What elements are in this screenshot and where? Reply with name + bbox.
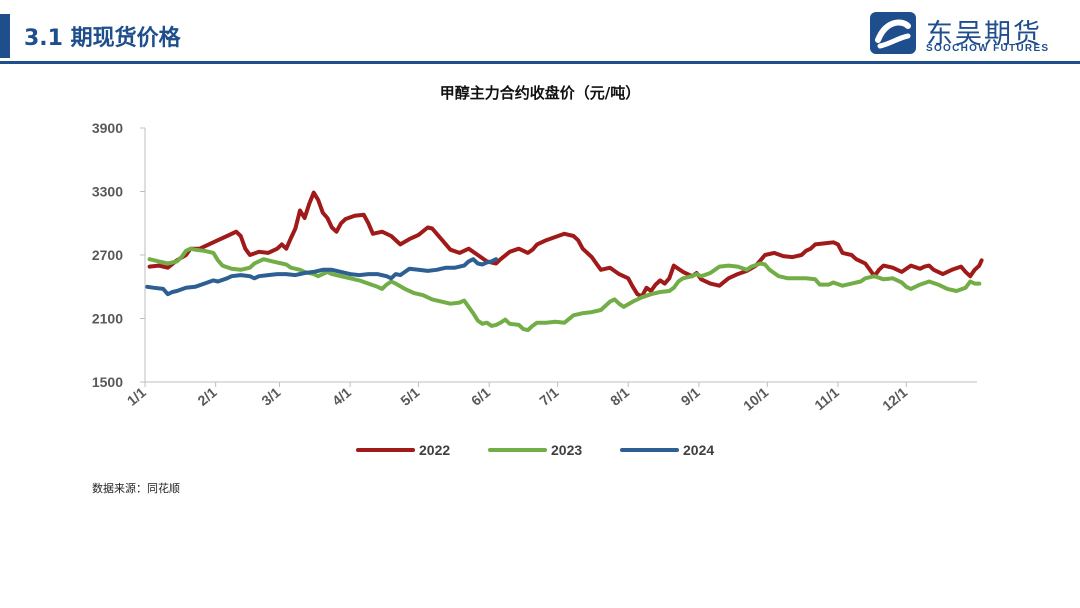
x-tick-label: 3/1 — [258, 384, 283, 409]
header-rule — [0, 61, 1080, 64]
series-line-2023 — [147, 246, 982, 333]
series-line-2024 — [145, 257, 498, 297]
header-accent-bar — [0, 14, 10, 58]
x-tick-label: 10/1 — [740, 384, 771, 414]
x-tick-label: 9/1 — [678, 384, 703, 409]
section-title: 3.1 期现货价格 — [24, 26, 181, 51]
series-line-2022 — [147, 190, 984, 299]
logo-mark-icon — [870, 12, 916, 54]
y-tick-label: 1500 — [92, 374, 123, 390]
x-tick-label: 1/1 — [124, 384, 149, 409]
slide-header: 3.1 期现货价格 东吴期货 SOOCHOW FUTURES — [0, 0, 1080, 66]
legend-label-2022: 2022 — [419, 442, 450, 458]
logo-name-cn: 东吴期货 — [926, 19, 1042, 50]
y-tick-label: 2700 — [92, 247, 123, 263]
x-tick-label: 12/1 — [879, 384, 910, 414]
x-tick-label: 11/1 — [811, 384, 842, 413]
x-tick-label: 4/1 — [329, 384, 354, 409]
chart-title: 甲醇主力合约收盘价（元/吨） — [439, 84, 641, 102]
x-tick-label: 6/1 — [468, 384, 493, 409]
y-tick-label: 3900 — [92, 120, 123, 136]
legend-label-2024: 2024 — [683, 442, 714, 458]
logo-name-en: SOOCHOW FUTURES — [926, 43, 1050, 54]
legend-label-2023: 2023 — [551, 442, 582, 458]
x-tick-label: 8/1 — [607, 384, 632, 409]
x-tick-label: 5/1 — [397, 384, 422, 409]
data-source-note: 数据来源：同花顺 — [92, 482, 180, 495]
x-tick-label: 7/1 — [536, 384, 561, 409]
x-tick-label: 2/1 — [194, 384, 219, 409]
company-logo: 东吴期货 SOOCHOW FUTURES — [868, 10, 1068, 56]
methanol-price-chart: 1500 2100 2700 3300 3900 1/1 2/1 3/1 4/1 5/1 6/1 7/… — [92, 120, 984, 458]
y-tick-label: 2100 — [92, 311, 123, 327]
y-tick-label: 3300 — [92, 184, 123, 200]
